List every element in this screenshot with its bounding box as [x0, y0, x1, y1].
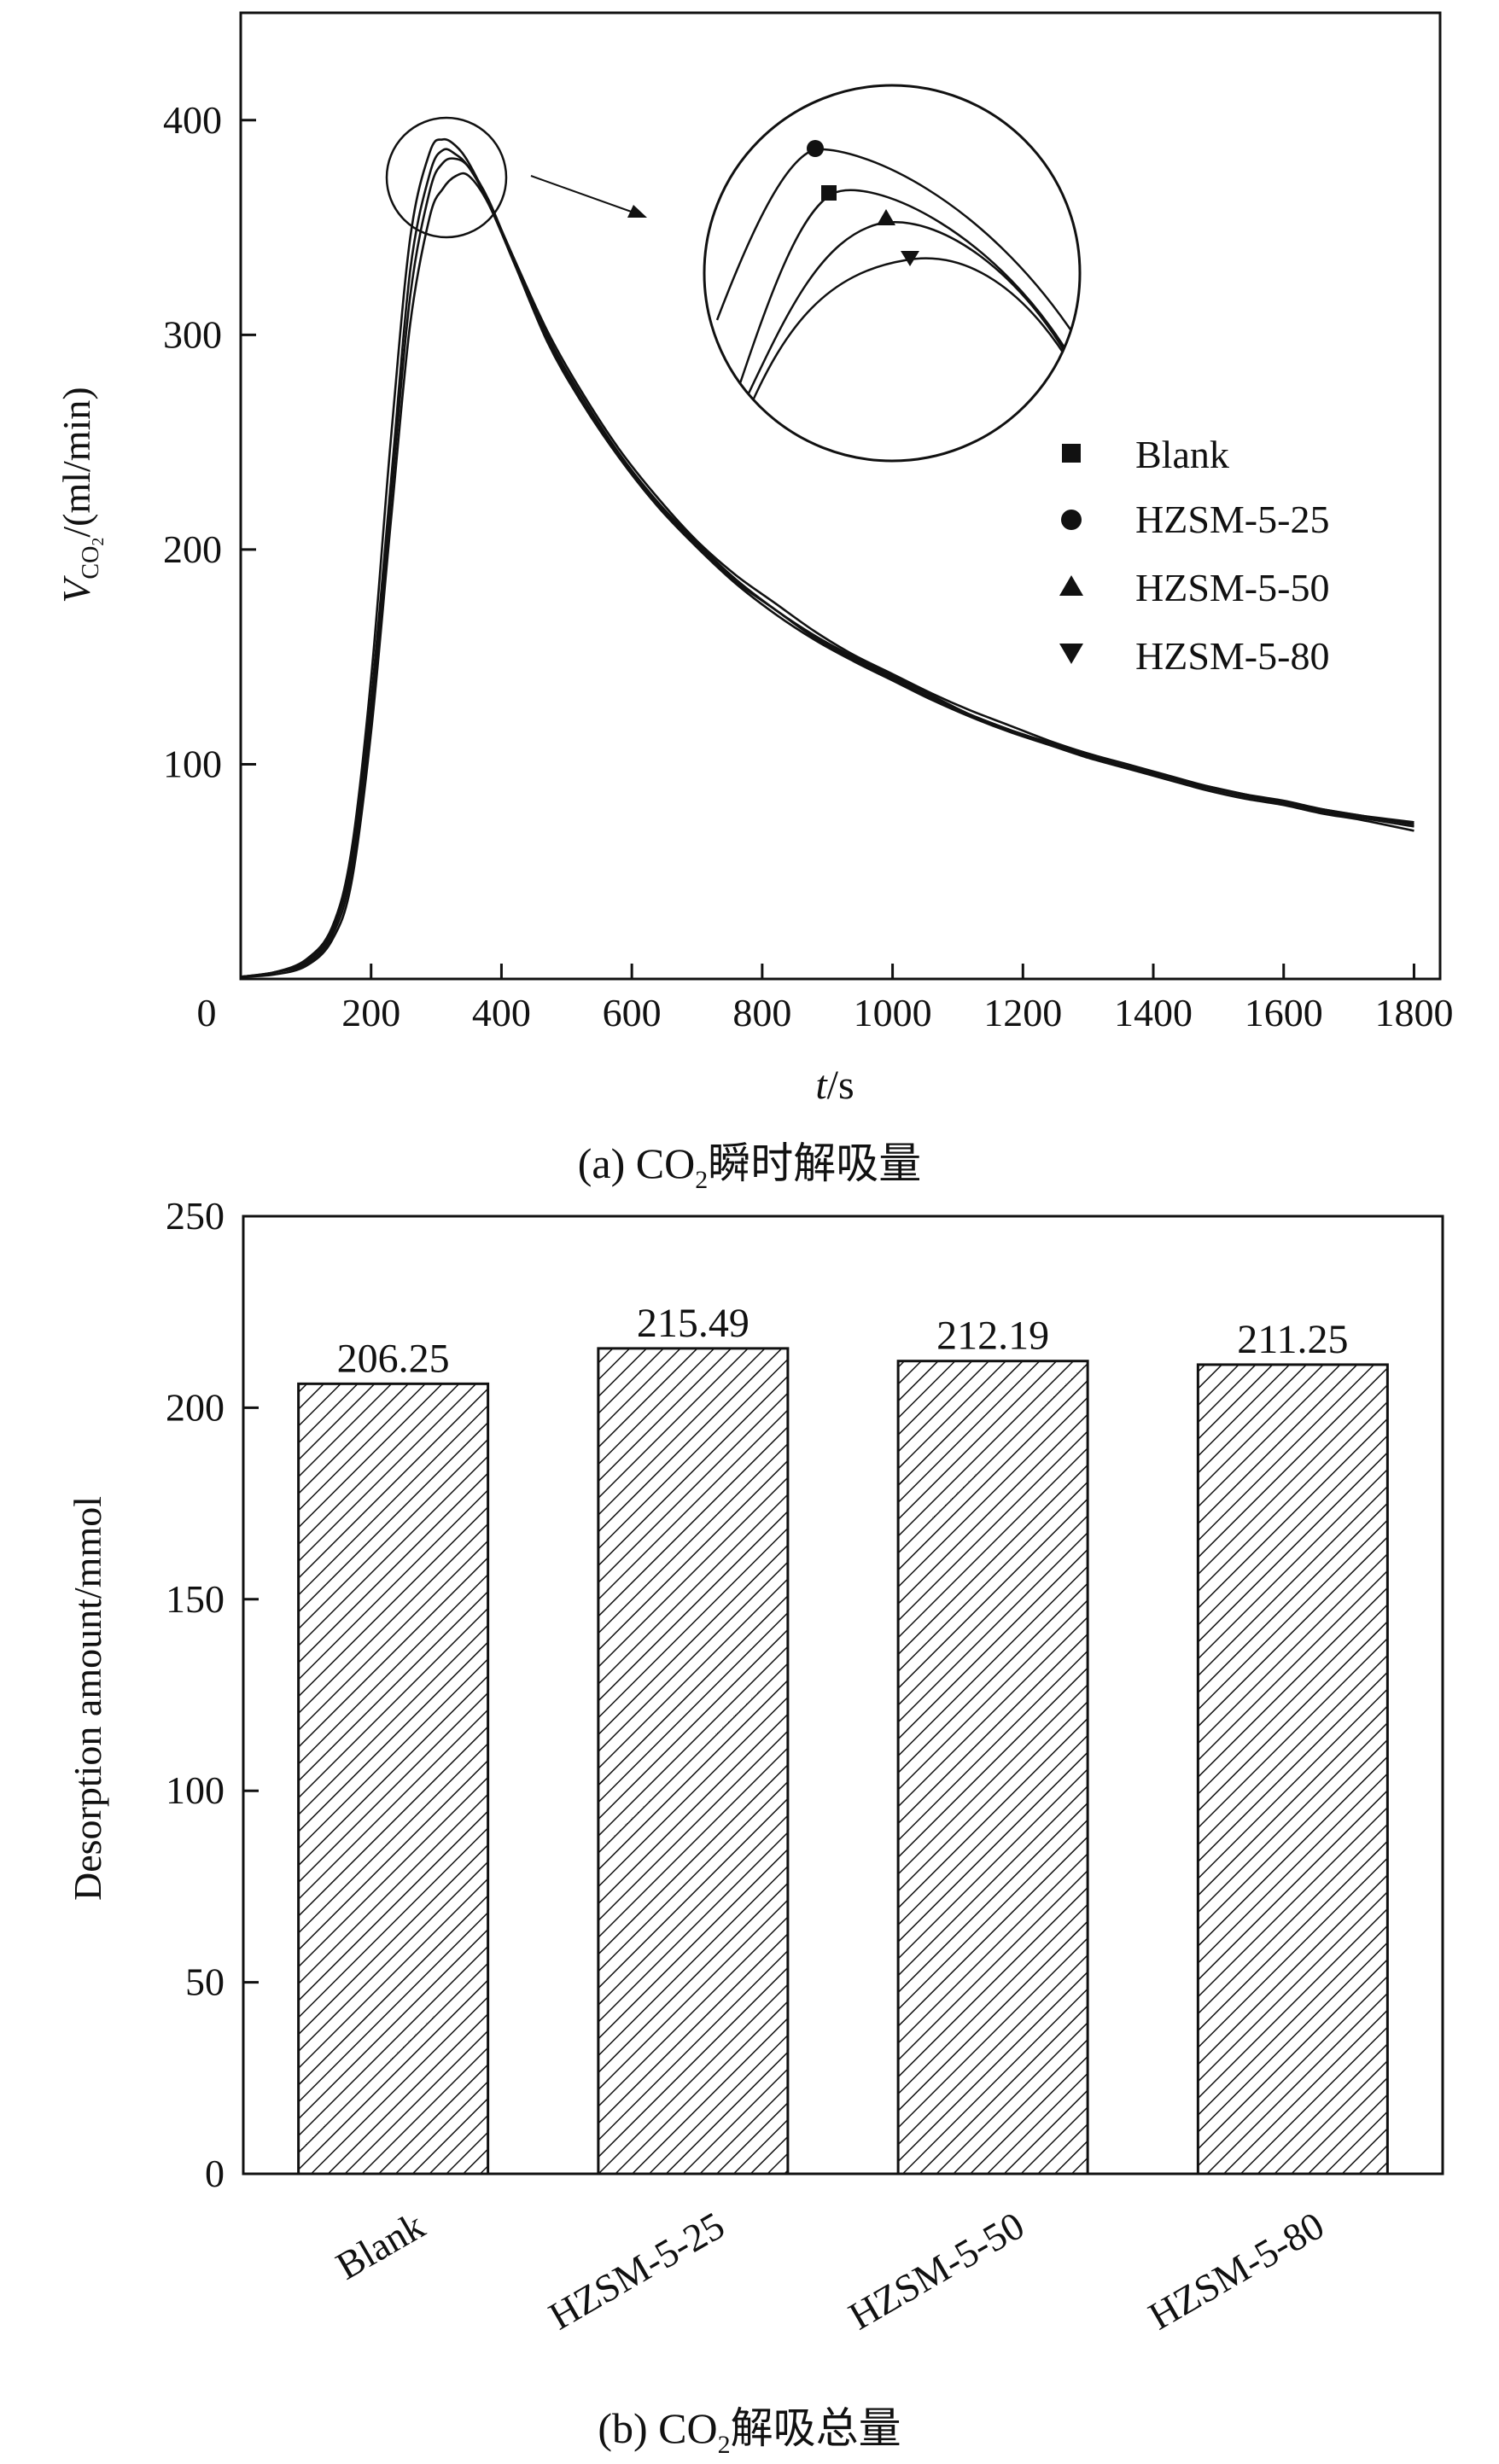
x-tick-label: 600	[603, 991, 662, 1034]
x-tick-label: 0	[197, 991, 217, 1034]
zoom-arrow-head	[627, 205, 647, 218]
x-tick-label: 400	[472, 991, 531, 1034]
y-tick-label: 400	[163, 98, 222, 142]
y-tick-label: 150	[166, 1577, 225, 1621]
legend-label: Blank	[1135, 433, 1229, 476]
panel-b-caption: (b) CO2解吸总量	[598, 2404, 901, 2459]
bar-value-label: 206.25	[337, 1336, 450, 1381]
inset-marker-hzsm-5-80	[901, 251, 919, 266]
series-lines	[240, 137, 1414, 978]
legend-item-hzsm-5-80: HZSM-5-80	[1059, 634, 1329, 678]
x-tick-label: 1600	[1245, 991, 1323, 1034]
legend-item-blank: Blank	[1062, 433, 1229, 476]
y-tick-label: 0	[205, 2152, 225, 2195]
series-line-hzsm-5-80	[240, 172, 1414, 978]
x-tick-label: 1200	[983, 991, 1062, 1034]
line-chart-panel: 100 200 300 400 0 200 400 600 800 1000 1200 1400 16…	[55, 11, 1453, 1194]
bar-value-label: 211.25	[1237, 1317, 1348, 1362]
bar-value-label: 212.19	[936, 1314, 1049, 1359]
y-tick-label: 300	[163, 312, 222, 356]
bar-hzsm-5-25	[597, 1347, 790, 2176]
y-tick-label: 200	[163, 527, 222, 571]
bar-chart-panel: 0 50 100 150 200 250 206.25 215.49 212.19 211.25…	[66, 1194, 1444, 2459]
category-labels: Blank HZSM-5-25 HZSM-5-50 HZSM-5-80	[329, 2203, 1331, 2338]
zoom-arrow	[530, 175, 637, 214]
y-axis-label: Desorption amount/mmol	[66, 1496, 109, 1901]
legend-item-hzsm-5-50: HZSM-5-50	[1059, 566, 1329, 609]
legend-label: HZSM-5-25	[1135, 498, 1329, 541]
square-marker-icon	[1062, 444, 1081, 463]
panel-a-caption: (a) CO2瞬时解吸量	[578, 1139, 921, 1194]
triangle-down-marker-icon	[1059, 644, 1083, 664]
x-tick-label: 1000	[854, 991, 932, 1034]
x-axis-label: t/s	[815, 1063, 854, 1108]
circle-marker-icon	[1061, 510, 1082, 530]
y-tick-label: 100	[163, 742, 222, 785]
bar-blank	[297, 1382, 490, 2176]
category-label: HZSM-5-50	[842, 2203, 1031, 2338]
x-tick-label: 800	[732, 991, 791, 1034]
legend-label: HZSM-5-80	[1135, 634, 1329, 678]
inset-marker-hzsm-5-25	[807, 140, 824, 157]
bar-value-label: 215.49	[637, 1301, 750, 1346]
x-tick-label: 1800	[1374, 991, 1453, 1034]
legend-label: HZSM-5-50	[1135, 566, 1329, 609]
inset-marker-blank	[821, 185, 837, 201]
category-label: Blank	[329, 2203, 432, 2287]
legend-item-hzsm-5-25: HZSM-5-25	[1061, 498, 1329, 541]
inset-curve-hzsm-5-25	[715, 148, 1077, 338]
inset-marker-hzsm-5-50	[877, 209, 895, 225]
inset-curve-hzsm-5-80	[745, 257, 1079, 415]
y-axis-ticks: 100 200 300 400	[163, 98, 256, 785]
series-line-hzsm-5-25	[240, 137, 1414, 978]
y-tick-label: 50	[185, 1960, 225, 2004]
plot-frame	[242, 1215, 1444, 2176]
bar-hzsm-5-80	[1196, 1363, 1389, 2176]
x-tick-label: 1400	[1114, 991, 1193, 1034]
x-axis-ticks: 0 200 400 600 800 1000 1200 1400 1600 1800	[197, 964, 1453, 1034]
category-label: HZSM-5-25	[541, 2203, 731, 2338]
plot-frame	[239, 11, 1442, 981]
series-line-hzsm-5-50	[240, 157, 1414, 978]
category-label: HZSM-5-80	[1141, 2203, 1331, 2338]
bar-hzsm-5-50	[896, 1360, 1089, 2176]
triangle-up-marker-icon	[1059, 575, 1083, 596]
y-tick-label: 250	[166, 1194, 225, 1238]
y-axis-ticks: 0 50 100 150 200 250	[166, 1194, 259, 2195]
x-tick-label: 200	[341, 991, 400, 1034]
zoom-circle	[385, 116, 508, 239]
legend: Blank HZSM-5-25 HZSM-5-50 HZSM-5-80	[1059, 433, 1329, 678]
y-tick-label: 200	[166, 1385, 225, 1429]
y-tick-label: 100	[166, 1768, 225, 1812]
inset-circle	[703, 84, 1082, 463]
y-axis-label: VCO2/(ml/min)	[55, 387, 108, 603]
value-labels: 206.25 215.49 212.19 211.25	[337, 1301, 1349, 1381]
bars	[297, 1347, 1389, 2176]
